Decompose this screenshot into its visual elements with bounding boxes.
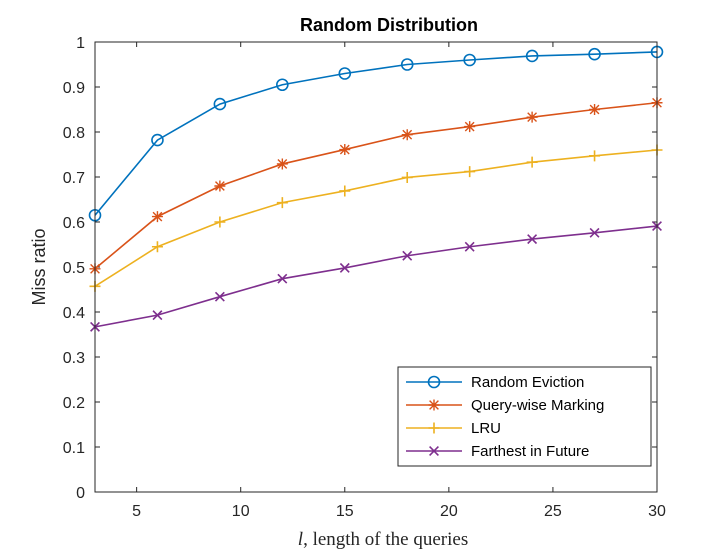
y-tick-label: 0.2	[63, 395, 85, 412]
series-random-eviction	[88, 45, 664, 222]
legend-item-query-wise-marking: Query-wise Marking	[406, 397, 604, 414]
data-point-farthest-in-future	[214, 291, 225, 302]
data-point-lru	[151, 241, 163, 253]
y-tick-label: 0.7	[63, 170, 85, 187]
data-point-lru	[276, 197, 288, 209]
data-point-query-wise-marking	[276, 158, 288, 170]
data-point-random-eviction	[213, 97, 227, 111]
data-point-lru	[464, 166, 476, 178]
data-point-farthest-in-future	[277, 273, 288, 284]
data-point-farthest-in-future	[152, 310, 163, 321]
x-axis-label-variable: l	[298, 529, 303, 550]
y-tick-label: 0.9	[63, 80, 85, 97]
y-tick-label: 0	[76, 485, 85, 502]
data-point-query-wise-marking	[526, 111, 538, 123]
data-point-farthest-in-future	[464, 241, 475, 252]
y-tick-label: 0.4	[63, 305, 85, 322]
legend: Random Eviction Query-wise Marking LRU Fart…	[397, 366, 652, 467]
series-line-random-eviction	[94, 51, 658, 216]
y-tick-label: 0.5	[63, 260, 85, 277]
legend-item-random-eviction: Random Eviction	[406, 374, 584, 391]
axis-ticks: 5 10 15 20 25 30 0 0.1 0.2 0.3 0.4 0.5 0.6 0.7 0.8 0.9 1	[63, 35, 666, 520]
legend-item-farthest-in-future: Farthest in Future	[406, 443, 589, 460]
data-point-farthest-in-future	[402, 250, 413, 261]
data-point-random-eviction	[400, 58, 414, 71]
axes-box	[94, 41, 658, 493]
x-tick-label: 5	[132, 503, 141, 520]
data-point-random-eviction	[276, 78, 289, 92]
data-point-lru	[526, 156, 538, 168]
data-point-random-eviction	[588, 47, 601, 61]
series-line-query-wise-marking	[94, 101, 658, 270]
data-point-query-wise-marking	[401, 129, 413, 141]
series-line-lru	[94, 149, 658, 288]
chart-title: Random Distribution	[300, 15, 478, 35]
data-point-lru	[401, 171, 413, 183]
data-point-query-wise-marking	[464, 121, 476, 133]
y-tick-label: 0.8	[63, 125, 85, 142]
x-tick-label: 20	[440, 503, 458, 520]
legend-swatch-marker	[428, 422, 440, 434]
data-point-query-wise-marking	[339, 144, 351, 156]
x-axis-label: l, length of the queries	[298, 529, 468, 550]
data-point-farthest-in-future	[339, 262, 350, 273]
data-point-farthest-in-future	[527, 234, 538, 245]
x-tick-label: 10	[232, 503, 250, 520]
data-point-farthest-in-future	[589, 227, 600, 238]
data-point-random-eviction	[338, 67, 352, 80]
data-point-query-wise-marking	[589, 104, 601, 115]
series-lru	[89, 144, 663, 292]
x-tick-label: 25	[544, 503, 562, 520]
data-point-random-eviction	[463, 53, 476, 67]
y-tick-label: 0.3	[63, 350, 85, 367]
x-axis-label-text: , length of the queries	[303, 529, 468, 550]
data-point-query-wise-marking	[151, 211, 163, 223]
legend-label: LRU	[471, 420, 501, 437]
data-point-query-wise-marking	[214, 180, 226, 192]
x-tick-label: 15	[336, 503, 354, 520]
data-point-random-eviction	[151, 133, 164, 147]
y-axis-label: Miss ratio	[29, 228, 49, 305]
legend-label: Random Eviction	[471, 374, 584, 391]
y-tick-label: 1	[76, 35, 85, 52]
data-point-random-eviction	[525, 49, 539, 63]
series-farthest-in-future	[90, 221, 662, 332]
data-point-lru	[589, 150, 601, 162]
legend-item-lru: LRU	[406, 420, 501, 437]
series-layer	[88, 45, 664, 332]
y-tick-label: 0.1	[63, 440, 85, 457]
x-tick-label: 30	[648, 503, 666, 520]
legend-label: Query-wise Marking	[471, 397, 604, 414]
y-tick-label: 0.6	[63, 215, 85, 232]
legend-swatch-marker	[427, 375, 441, 389]
legend-swatch-marker	[429, 446, 439, 456]
data-point-lru	[339, 185, 351, 197]
series-line-farthest-in-future	[94, 225, 658, 328]
legend-label: Farthest in Future	[471, 443, 589, 460]
data-point-lru	[214, 216, 226, 228]
legend-swatch-marker	[428, 399, 440, 411]
legend-box	[397, 366, 652, 467]
